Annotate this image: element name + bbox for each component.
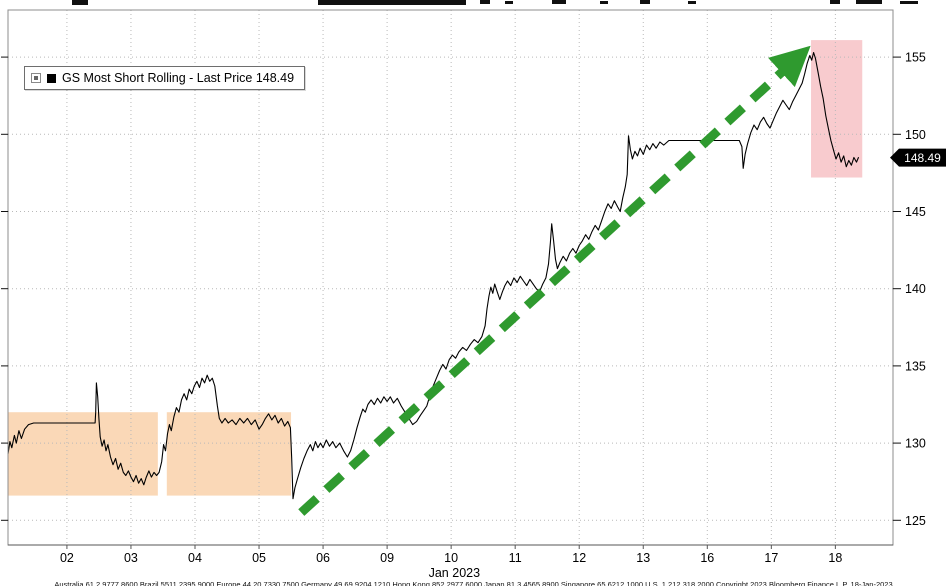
- orange-highlight-left: [8, 412, 158, 496]
- x-axis-tick-label: 17: [764, 551, 778, 565]
- x-axis-tick-label: 04: [188, 551, 202, 565]
- x-axis-month-label: Jan 2023: [429, 566, 480, 580]
- y-axis-tick-label: 125: [905, 514, 926, 528]
- y-axis-tick-label: 140: [905, 282, 926, 296]
- x-axis-tick-label: 11: [509, 551, 522, 565]
- x-axis-tick-label: 02: [60, 551, 74, 565]
- x-axis-tick-label: 16: [700, 551, 714, 565]
- crop-artifact: [856, 0, 882, 4]
- crop-artifact: [552, 0, 566, 4]
- y-axis-tick-label: 135: [905, 359, 926, 373]
- legend-box[interactable]: GS Most Short Rolling - Last Price 148.4…: [24, 66, 306, 90]
- x-axis-tick-label: 12: [572, 551, 586, 565]
- price-line: [7, 51, 859, 500]
- crop-artifact: [505, 1, 513, 4]
- crop-artifact: [900, 1, 918, 4]
- crop-artifact: [688, 1, 696, 4]
- legend-toggle-icon[interactable]: [31, 73, 41, 83]
- crop-artifact: [318, 0, 466, 5]
- x-axis-tick-label: 03: [124, 551, 138, 565]
- y-axis-tick-label: 150: [905, 128, 926, 142]
- x-axis-tick-label: 13: [636, 551, 650, 565]
- y-axis-tick-label: 145: [905, 205, 926, 219]
- highlight-regions: [8, 40, 863, 496]
- legend-series-swatch-icon: [47, 73, 56, 83]
- crop-artifact: [640, 0, 650, 4]
- last-price-tag-label: 148.49: [904, 151, 941, 165]
- x-axis-tick-label: 06: [316, 551, 330, 565]
- bloomberg-disclaimer-text: Australia 61 2 9777 8600 Brazil 5511 239…: [54, 580, 893, 586]
- last-price-tag: [890, 148, 946, 167]
- crop-artifact: [72, 0, 88, 5]
- x-axis-tick-label: 05: [252, 551, 266, 565]
- crop-artifact: [480, 0, 490, 4]
- uptrend-arrow: [298, 45, 811, 516]
- y-axis-tick-label: 155: [905, 51, 926, 65]
- x-axis-tick-label: 09: [380, 551, 394, 565]
- x-axis-tick-label: 18: [828, 551, 842, 565]
- crop-artifact: [600, 1, 608, 4]
- top-crop-artifacts: [72, 0, 918, 5]
- orange-highlight-right: [166, 412, 292, 496]
- legend-series-label: GS Most Short Rolling - Last Price 148.4…: [62, 71, 295, 85]
- y-axis: 125 130 135 140 145 150 155: [1, 51, 926, 528]
- y-axis-tick-label: 130: [905, 437, 926, 451]
- pink-highlight-selloff: [811, 40, 863, 178]
- x-axis-tick-label: 10: [444, 551, 458, 565]
- crop-artifact: [830, 0, 840, 4]
- x-axis: 02 03 04 05 06 09 10 11 12 13 16 17 18 Jan 2023: [60, 545, 842, 580]
